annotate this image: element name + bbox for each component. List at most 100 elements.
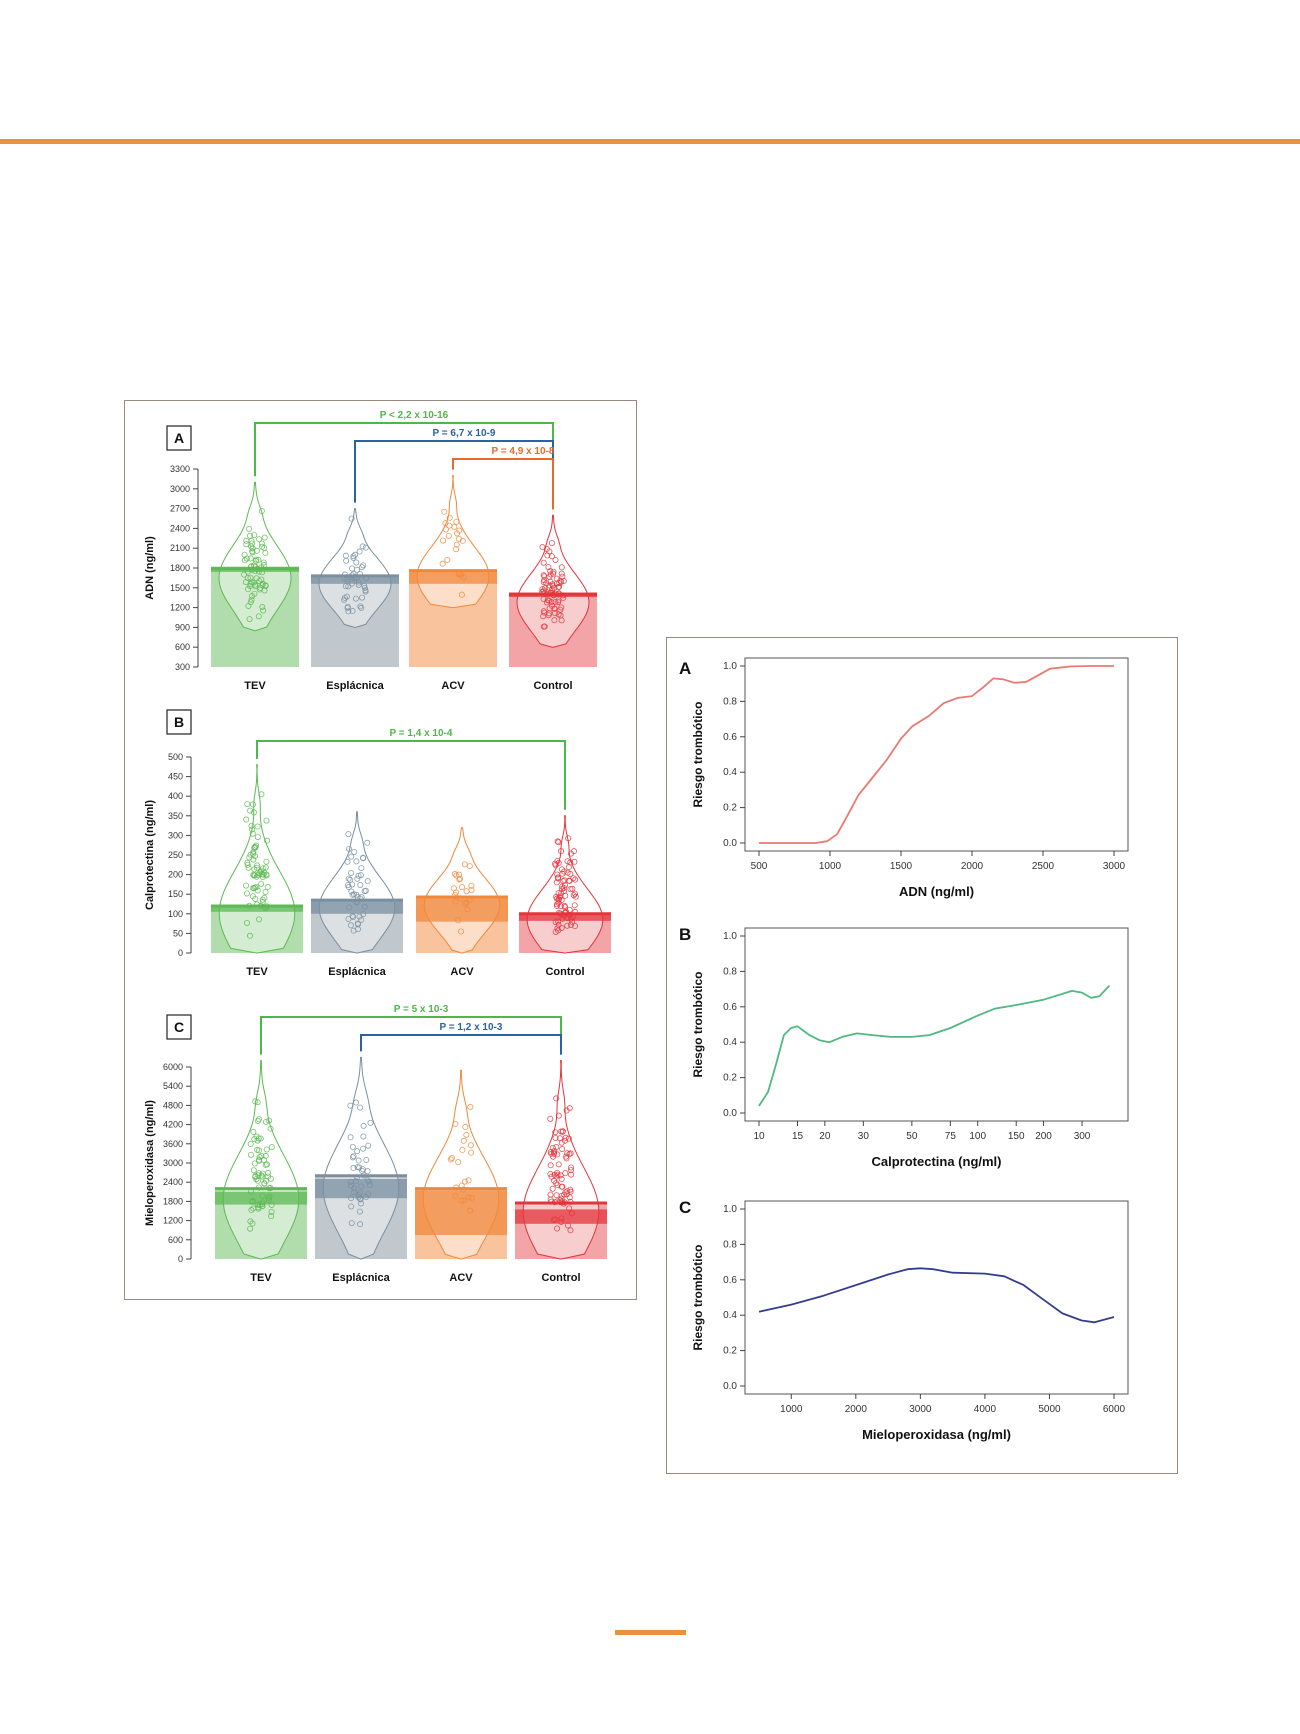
x-tick-label: 300 <box>1074 1131 1091 1142</box>
y-tick-label: 0.6 <box>723 732 737 743</box>
y-tick-label: 0.0 <box>723 838 737 849</box>
x-tick-label: 100 <box>969 1131 986 1142</box>
data-point <box>358 916 365 923</box>
x-axis-title: ADN (ng/ml) <box>899 884 974 899</box>
data-point <box>453 541 460 548</box>
category-label: ACV <box>449 1272 473 1284</box>
data-point <box>351 574 358 581</box>
data-point <box>260 607 267 614</box>
data-point <box>263 903 270 910</box>
bar-tev <box>211 905 303 953</box>
data-point <box>360 1122 367 1129</box>
data-point <box>250 871 257 878</box>
data-point <box>249 893 256 900</box>
y-tick-label: 0.0 <box>723 1381 737 1392</box>
data-point <box>570 892 577 899</box>
data-point <box>452 1192 459 1199</box>
data-point <box>348 515 355 522</box>
data-point <box>256 578 263 585</box>
data-point <box>461 1178 468 1185</box>
ci-band-tev <box>211 904 303 912</box>
data-point <box>360 562 367 569</box>
data-point <box>249 1197 256 1204</box>
data-point <box>347 1134 354 1141</box>
data-point <box>357 881 364 888</box>
data-point <box>349 608 356 615</box>
y-tick-label: 2700 <box>170 504 190 514</box>
data-point <box>256 916 263 923</box>
p-value-label: P = 1,4 x 10-4 <box>390 728 453 739</box>
data-point <box>246 616 253 623</box>
data-point <box>357 872 364 879</box>
data-point <box>253 884 260 891</box>
data-point <box>554 925 561 932</box>
ci-band-control <box>515 1209 607 1224</box>
data-point <box>567 1227 574 1234</box>
data-point <box>540 559 547 566</box>
data-point <box>350 553 357 560</box>
data-point <box>461 861 468 868</box>
data-point <box>463 1131 470 1138</box>
data-point <box>568 1164 575 1171</box>
data-point <box>254 823 261 830</box>
data-point <box>246 854 253 861</box>
data-point <box>456 876 463 883</box>
data-point <box>560 594 567 601</box>
data-point <box>253 864 260 871</box>
data-point <box>366 1181 373 1188</box>
y-tick-label: 200 <box>168 870 183 880</box>
data-point <box>447 1156 454 1163</box>
x-tick-label: 1000 <box>819 861 842 872</box>
data-point <box>444 556 451 563</box>
y-tick-label: 4800 <box>163 1100 183 1110</box>
data-point <box>551 610 558 617</box>
data-point <box>358 1183 365 1190</box>
data-point <box>253 556 260 563</box>
panel-letter: B <box>174 714 184 730</box>
data-point <box>348 1195 355 1202</box>
data-point <box>246 932 253 939</box>
data-point <box>552 1216 559 1223</box>
data-point <box>570 875 577 882</box>
panel-letter: A <box>679 659 691 678</box>
data-point <box>253 842 260 849</box>
data-point <box>247 807 254 814</box>
data-point <box>350 554 357 561</box>
data-point <box>548 553 555 560</box>
y-tick-label: 0.8 <box>723 696 737 707</box>
data-point <box>566 878 573 885</box>
y-tick-label: 2100 <box>170 543 190 553</box>
data-point <box>566 1194 573 1201</box>
x-tick-label: 2000 <box>961 861 984 872</box>
data-point <box>467 1103 474 1110</box>
data-point <box>247 1225 254 1232</box>
risk-curve-line <box>759 665 1114 844</box>
data-point <box>349 1154 356 1161</box>
panel-letter: A <box>174 430 184 446</box>
y-tick-label: 600 <box>168 1235 183 1245</box>
y-tick-label: 0 <box>178 948 183 958</box>
panel-letter: C <box>174 1019 184 1035</box>
data-point <box>254 1177 261 1184</box>
data-point <box>555 860 562 867</box>
data-point <box>246 525 253 532</box>
data-point <box>348 869 355 876</box>
data-point <box>457 875 464 882</box>
x-tick-label: 3000 <box>909 1404 932 1415</box>
data-point <box>558 1218 565 1225</box>
y-tick-label: 0.4 <box>723 1310 737 1321</box>
significance-bracket <box>452 458 554 510</box>
data-point <box>255 613 262 620</box>
data-point <box>354 921 361 928</box>
data-point <box>365 1142 372 1149</box>
data-point <box>258 791 265 798</box>
x-tick-label: 6000 <box>1103 1404 1126 1415</box>
data-point <box>344 603 351 610</box>
data-point <box>545 612 552 619</box>
data-point <box>560 1200 567 1207</box>
data-point <box>348 1220 355 1227</box>
data-point <box>567 870 574 877</box>
data-point <box>462 1123 469 1130</box>
y-tick-label: 3600 <box>163 1139 183 1149</box>
data-point <box>551 605 558 612</box>
